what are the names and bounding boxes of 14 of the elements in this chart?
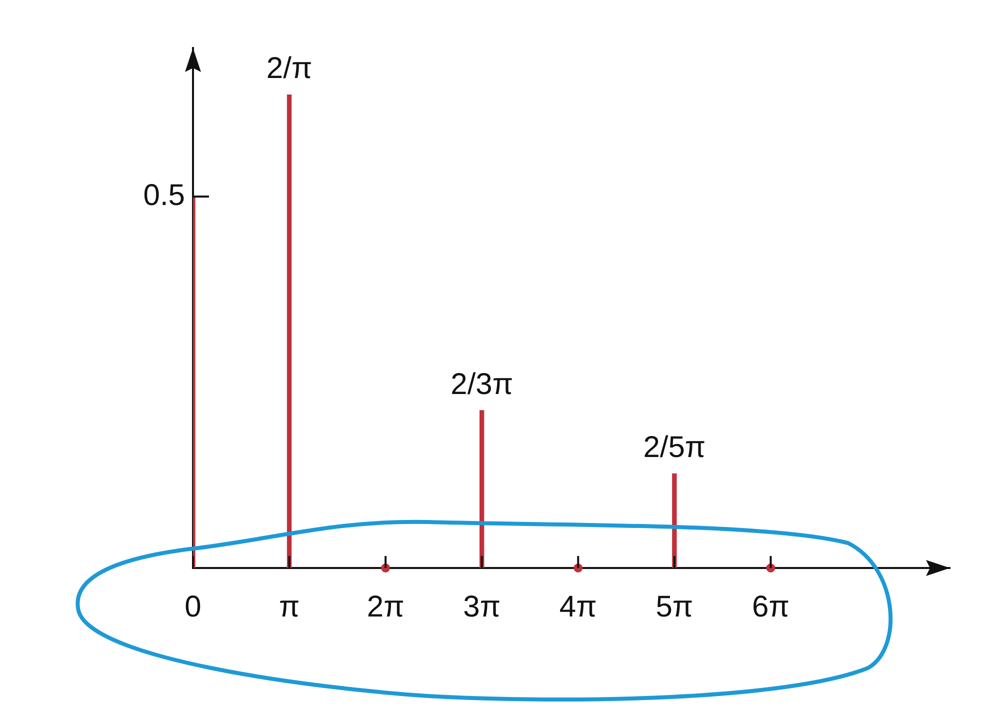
bar (286, 94, 292, 568)
y-tick-label: 0.5 (143, 178, 185, 212)
bar (480, 410, 484, 568)
x-tick-label: 3π (463, 590, 501, 624)
annotation: 2/π (266, 52, 312, 86)
bar (672, 473, 677, 568)
annotation: 2/3π (450, 368, 514, 401)
x-tick-label: 0 (184, 590, 202, 624)
x-tick-label: 5π (656, 590, 694, 624)
x-tick-label: 4π (559, 590, 597, 624)
x-tick-label: π (278, 590, 300, 624)
x-tick-label: 2π (366, 590, 404, 624)
annotation: 2/5π (643, 430, 706, 464)
x-tick-label: 6π (752, 590, 790, 624)
